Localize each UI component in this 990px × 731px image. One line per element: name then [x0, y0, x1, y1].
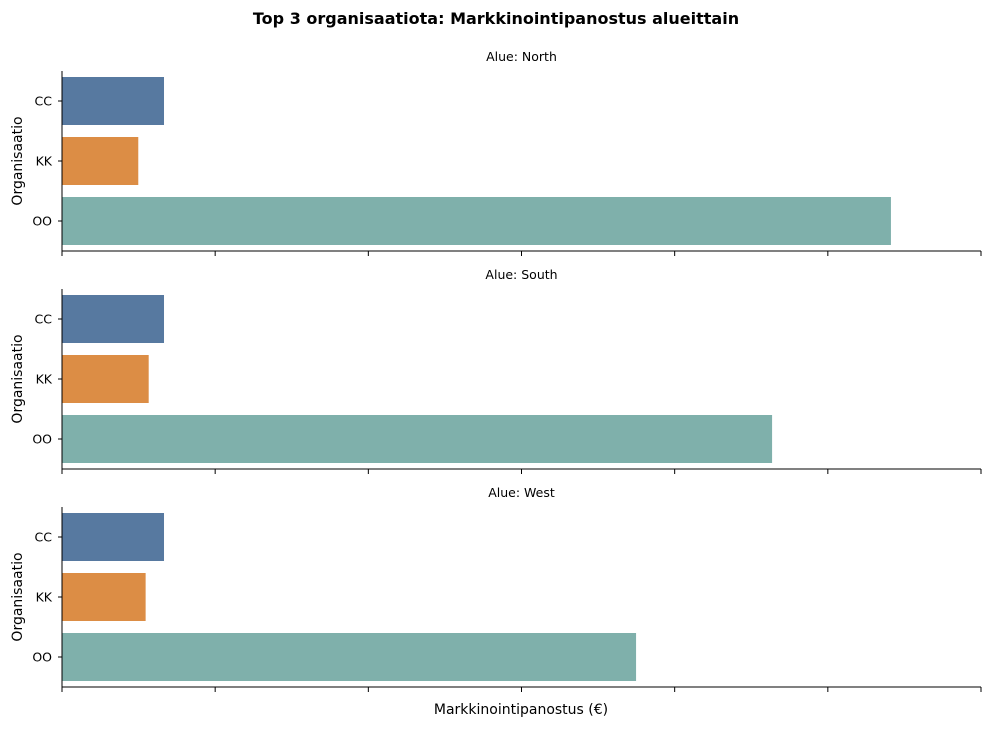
bar-cc — [62, 295, 165, 343]
bar-kk — [62, 137, 139, 185]
y-axis-label: Organisaatio — [10, 116, 26, 205]
y-tick-label: KK — [36, 372, 53, 387]
bar-kk — [62, 355, 149, 403]
facet-title: Alue: North — [486, 49, 557, 64]
y-tick-label: KK — [36, 590, 53, 605]
bar-oo — [62, 633, 637, 681]
facet-title: Alue: South — [485, 267, 557, 282]
y-tick-label: CC — [35, 94, 53, 109]
facet-panel: Alue: South CC KK OO Organisaatio — [10, 267, 982, 474]
facet-title: Alue: West — [488, 485, 555, 500]
bar-oo — [62, 415, 773, 463]
y-tick-label: OO — [32, 650, 52, 665]
y-tick-label: OO — [32, 432, 52, 447]
facet-panel: Alue: West CC KK OO Organisaatio — [10, 485, 982, 692]
y-tick-label: OO — [32, 214, 52, 229]
bar-kk — [62, 573, 146, 621]
bar-oo — [62, 197, 891, 245]
y-axis-label: Organisaatio — [10, 552, 26, 641]
facet-panel: Alue: North CC KK OO Organisaatio — [10, 49, 982, 256]
y-tick-label: CC — [35, 530, 53, 545]
chart-title: Top 3 organisaatiota: Markkinointipanost… — [253, 9, 739, 28]
x-axis-label: Markkinointipanostus (€) — [434, 702, 608, 718]
bar-cc — [62, 513, 165, 561]
y-tick-label: KK — [36, 154, 53, 169]
bar-cc — [62, 77, 165, 125]
y-axis-label: Organisaatio — [10, 334, 26, 423]
y-tick-label: CC — [35, 312, 53, 327]
